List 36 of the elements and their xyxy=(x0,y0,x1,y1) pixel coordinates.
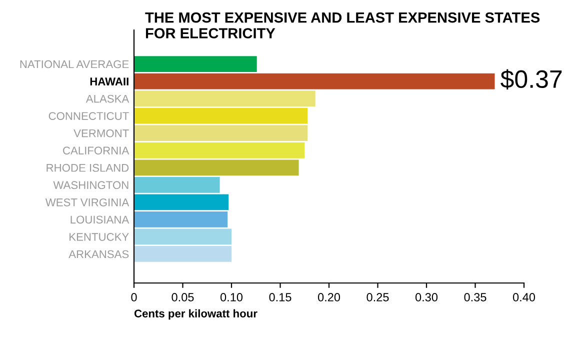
bar xyxy=(134,142,305,158)
y-tick-label: CALIFORNIA xyxy=(63,146,130,155)
bar xyxy=(134,246,232,262)
bar xyxy=(134,108,308,124)
y-tick-label: HAWAII xyxy=(90,78,128,86)
x-tick-label: 0.10 xyxy=(220,293,243,302)
bar xyxy=(134,160,299,176)
x-tick-label: 0.05 xyxy=(172,293,194,302)
x-tick-label: 0.35 xyxy=(464,293,486,302)
y-tick-label: ALASKA xyxy=(86,94,130,103)
bar xyxy=(134,228,232,245)
x-tick-label: 0 xyxy=(131,293,137,302)
bar xyxy=(134,176,220,193)
y-tick-label: WASHINGTON xyxy=(53,181,128,190)
bar xyxy=(134,212,228,228)
data-label: $0.37 xyxy=(500,69,562,90)
bar xyxy=(134,90,316,107)
bar xyxy=(134,56,257,72)
x-axis-title: Cents per kilowatt hour xyxy=(134,309,258,320)
y-tick-label: NATIONAL AVERAGE xyxy=(20,60,129,68)
y-tick-label: KENTUCKY xyxy=(70,232,129,241)
y-tick-label: LOUISIANA xyxy=(70,216,130,224)
x-tick-label: 0.30 xyxy=(415,293,438,302)
chart-title: THE MOST EXPENSIVE AND LEAST EXPENSIVE STATES FOR ELECTRICITY xyxy=(145,12,540,38)
bar xyxy=(134,73,495,90)
y-tick-label: CONNECTICUT xyxy=(48,112,129,120)
x-tick-label: 0.25 xyxy=(366,293,389,302)
y-tick-label: RHODE ISLAND xyxy=(46,164,129,172)
y-tick-label: WEST VIRGINIA xyxy=(45,198,130,206)
bar xyxy=(134,194,229,210)
y-tick-label: VERMONT xyxy=(74,129,129,138)
x-tick-label: 0.20 xyxy=(318,293,340,302)
bar xyxy=(134,125,308,142)
x-tick-label: 0.40 xyxy=(512,293,536,302)
x-tick-label: 0.15 xyxy=(269,293,292,302)
y-tick-label: ARKANSAS xyxy=(68,250,129,258)
